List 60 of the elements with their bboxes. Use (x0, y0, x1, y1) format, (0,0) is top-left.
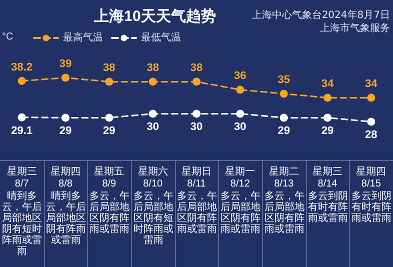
data-label: 30 (190, 121, 203, 134)
data-label: 39 (59, 58, 72, 70)
text: 多云到阴有时有阵雨或雷雨 (350, 191, 393, 224)
x-tick-label: 星期三 8/14 (312, 166, 342, 190)
point (62, 74, 70, 82)
point (18, 113, 26, 122)
legend-label: 最低气温 (141, 32, 181, 44)
x-tick-label: 星期一 8/12 (225, 166, 256, 190)
point (192, 78, 200, 86)
data-label: 29 (321, 125, 334, 138)
x-tick-label: 星期二 8/13 (268, 166, 299, 190)
point (192, 110, 200, 118)
x-tick-label: 星期四 8/15 (356, 166, 386, 190)
point (324, 114, 332, 122)
text: 上海市气象服务 (320, 22, 390, 35)
text: 多云，午后局部地区阴有阵雨或雷雨 (220, 191, 262, 235)
text: 多云，午后局部地区阴有短时阵雨或雷雨 (132, 191, 174, 246)
point (324, 94, 332, 102)
text: 多云，午后局部地区阴有阵雨或雷雨 (263, 191, 306, 235)
data-label: 34 (321, 78, 334, 90)
data-label: 38 (190, 62, 203, 74)
data-label: 30 (146, 121, 159, 134)
point (367, 94, 376, 102)
point (18, 76, 26, 85)
point (367, 118, 376, 126)
data-label: 29.1 (11, 124, 33, 137)
x-tick-label: 星期四 8/8 (50, 166, 80, 190)
data-label: 34 (365, 78, 378, 90)
data-label: 35 (278, 74, 290, 86)
data-label: 38.2 (11, 61, 33, 74)
data-label: 28 (365, 129, 378, 142)
data-label: 38 (103, 62, 116, 74)
legend-label: 最高气温 (63, 32, 103, 44)
point (236, 86, 244, 94)
x-tick-label: 星期日 8/11 (182, 166, 212, 190)
x-tick-label: 星期五 8/9 (94, 166, 124, 190)
text: 多云，午后局部地区阴有阵雨或雷雨 (176, 191, 218, 235)
point (236, 110, 244, 118)
point (62, 114, 70, 122)
y-axis-title: °C (2, 32, 14, 42)
text: 多云，午后局部地区阴有阵雨或雷雨 (88, 191, 131, 235)
x-tick-label: 星期三 8/7 (6, 166, 37, 190)
data-label: 29 (59, 125, 72, 138)
point (280, 90, 288, 98)
data-label: 36 (234, 70, 246, 82)
text: 晴到多云，午后局部地区阴有短时阵雨或雷雨 (0, 191, 43, 257)
point (148, 110, 157, 118)
data-label: 29 (103, 125, 116, 138)
data-label: 29 (278, 125, 290, 138)
text: 上海中心气象台2024年8月7日 (252, 8, 390, 22)
point (148, 78, 157, 86)
x-tick-label: 星期六 8/10 (138, 166, 168, 190)
text: 多云到阴有时有阵雨或雷雨 (306, 191, 349, 224)
point (280, 114, 288, 122)
point (105, 114, 114, 122)
chart-title: 上海10天天气趋势 (93, 8, 216, 25)
text: 晴到多云，午后局部地区阴有阵雨或雷雨 (44, 191, 87, 246)
data-label: 38 (146, 62, 159, 74)
point (105, 78, 114, 86)
data-label: 30 (234, 121, 246, 134)
